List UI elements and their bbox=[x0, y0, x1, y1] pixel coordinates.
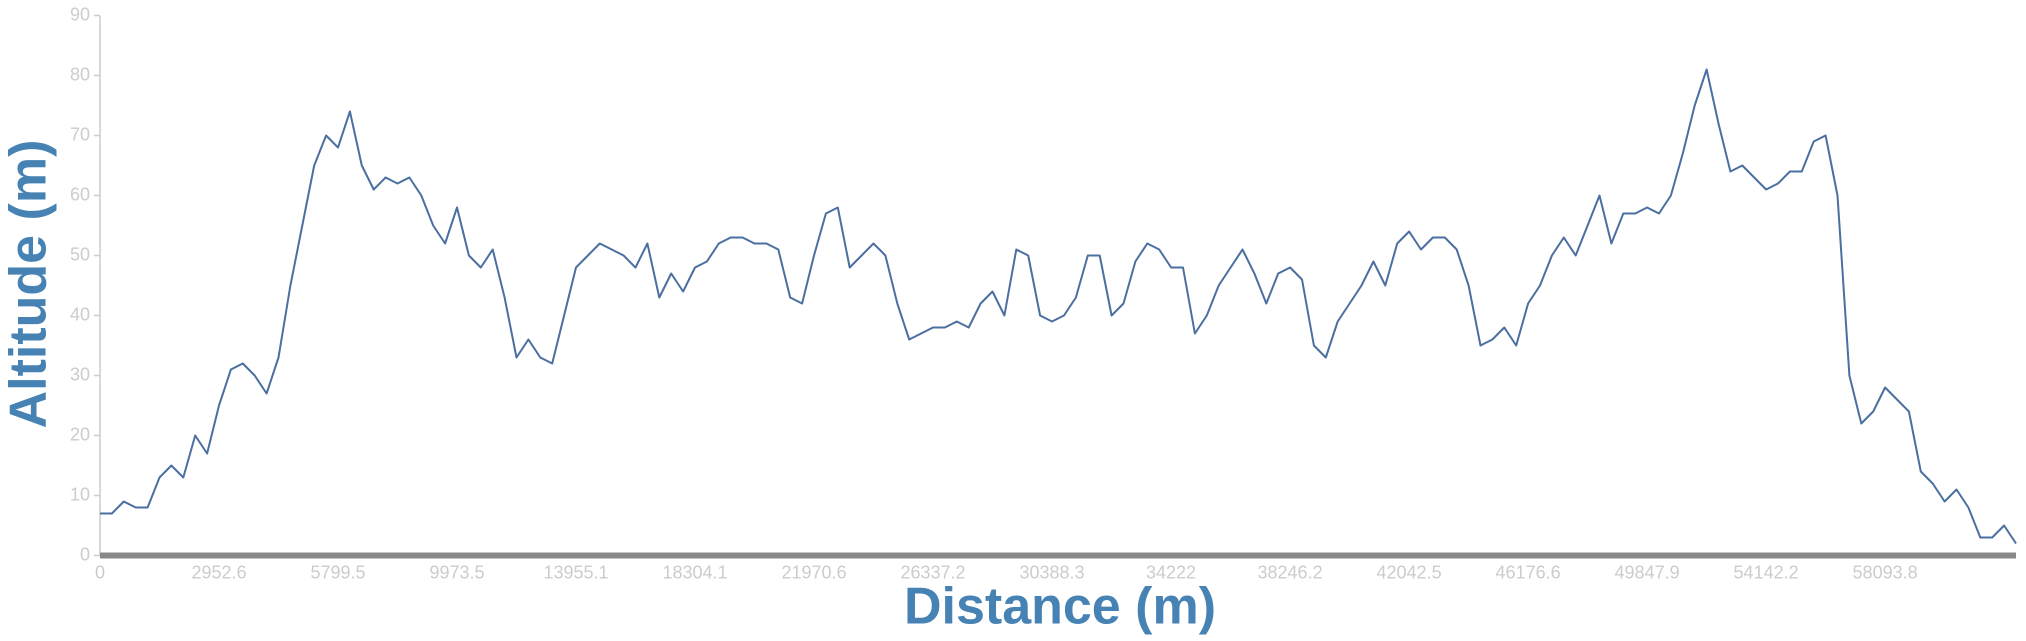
x-tick-label: 0 bbox=[95, 562, 105, 582]
x-tick-label: 9973.5 bbox=[429, 562, 484, 582]
x-tick-label: 42042.5 bbox=[1377, 562, 1442, 582]
y-tick-label: 80 bbox=[70, 64, 90, 84]
x-tick-label: 38246.2 bbox=[1258, 562, 1323, 582]
x-tick-label: 58093.8 bbox=[1853, 562, 1918, 582]
y-axis-title: Altitude (m) bbox=[0, 140, 58, 429]
y-tick-label: 70 bbox=[70, 124, 90, 144]
y-tick-label: 60 bbox=[70, 184, 90, 204]
y-tick-label: 10 bbox=[70, 484, 90, 504]
x-tick-label: 26337.2 bbox=[901, 562, 966, 582]
x-tick-label: 46176.6 bbox=[1496, 562, 1561, 582]
x-tick-label: 5799.5 bbox=[310, 562, 365, 582]
y-tick-label: 30 bbox=[70, 364, 90, 384]
x-tick-label: 49847.9 bbox=[1615, 562, 1680, 582]
x-tick-label: 34222 bbox=[1146, 562, 1196, 582]
x-tick-label: 13955.1 bbox=[543, 562, 608, 582]
x-tick-label: 18304.1 bbox=[662, 562, 727, 582]
x-axis-title: Distance (m) bbox=[904, 578, 1216, 636]
x-tick-label: 54142.2 bbox=[1734, 562, 1799, 582]
x-tick-label: 21970.6 bbox=[781, 562, 846, 582]
y-tick-label: 50 bbox=[70, 244, 90, 264]
elevation-line bbox=[100, 68, 2017, 545]
x-tick-label: 2952.6 bbox=[191, 562, 246, 582]
y-tick-label: 20 bbox=[70, 424, 90, 444]
y-tick-label: 0 bbox=[80, 544, 90, 564]
y-tick-label: 40 bbox=[70, 304, 90, 324]
x-tick-label: 30388.3 bbox=[1020, 562, 1085, 582]
y-tick-label: 90 bbox=[70, 4, 90, 24]
